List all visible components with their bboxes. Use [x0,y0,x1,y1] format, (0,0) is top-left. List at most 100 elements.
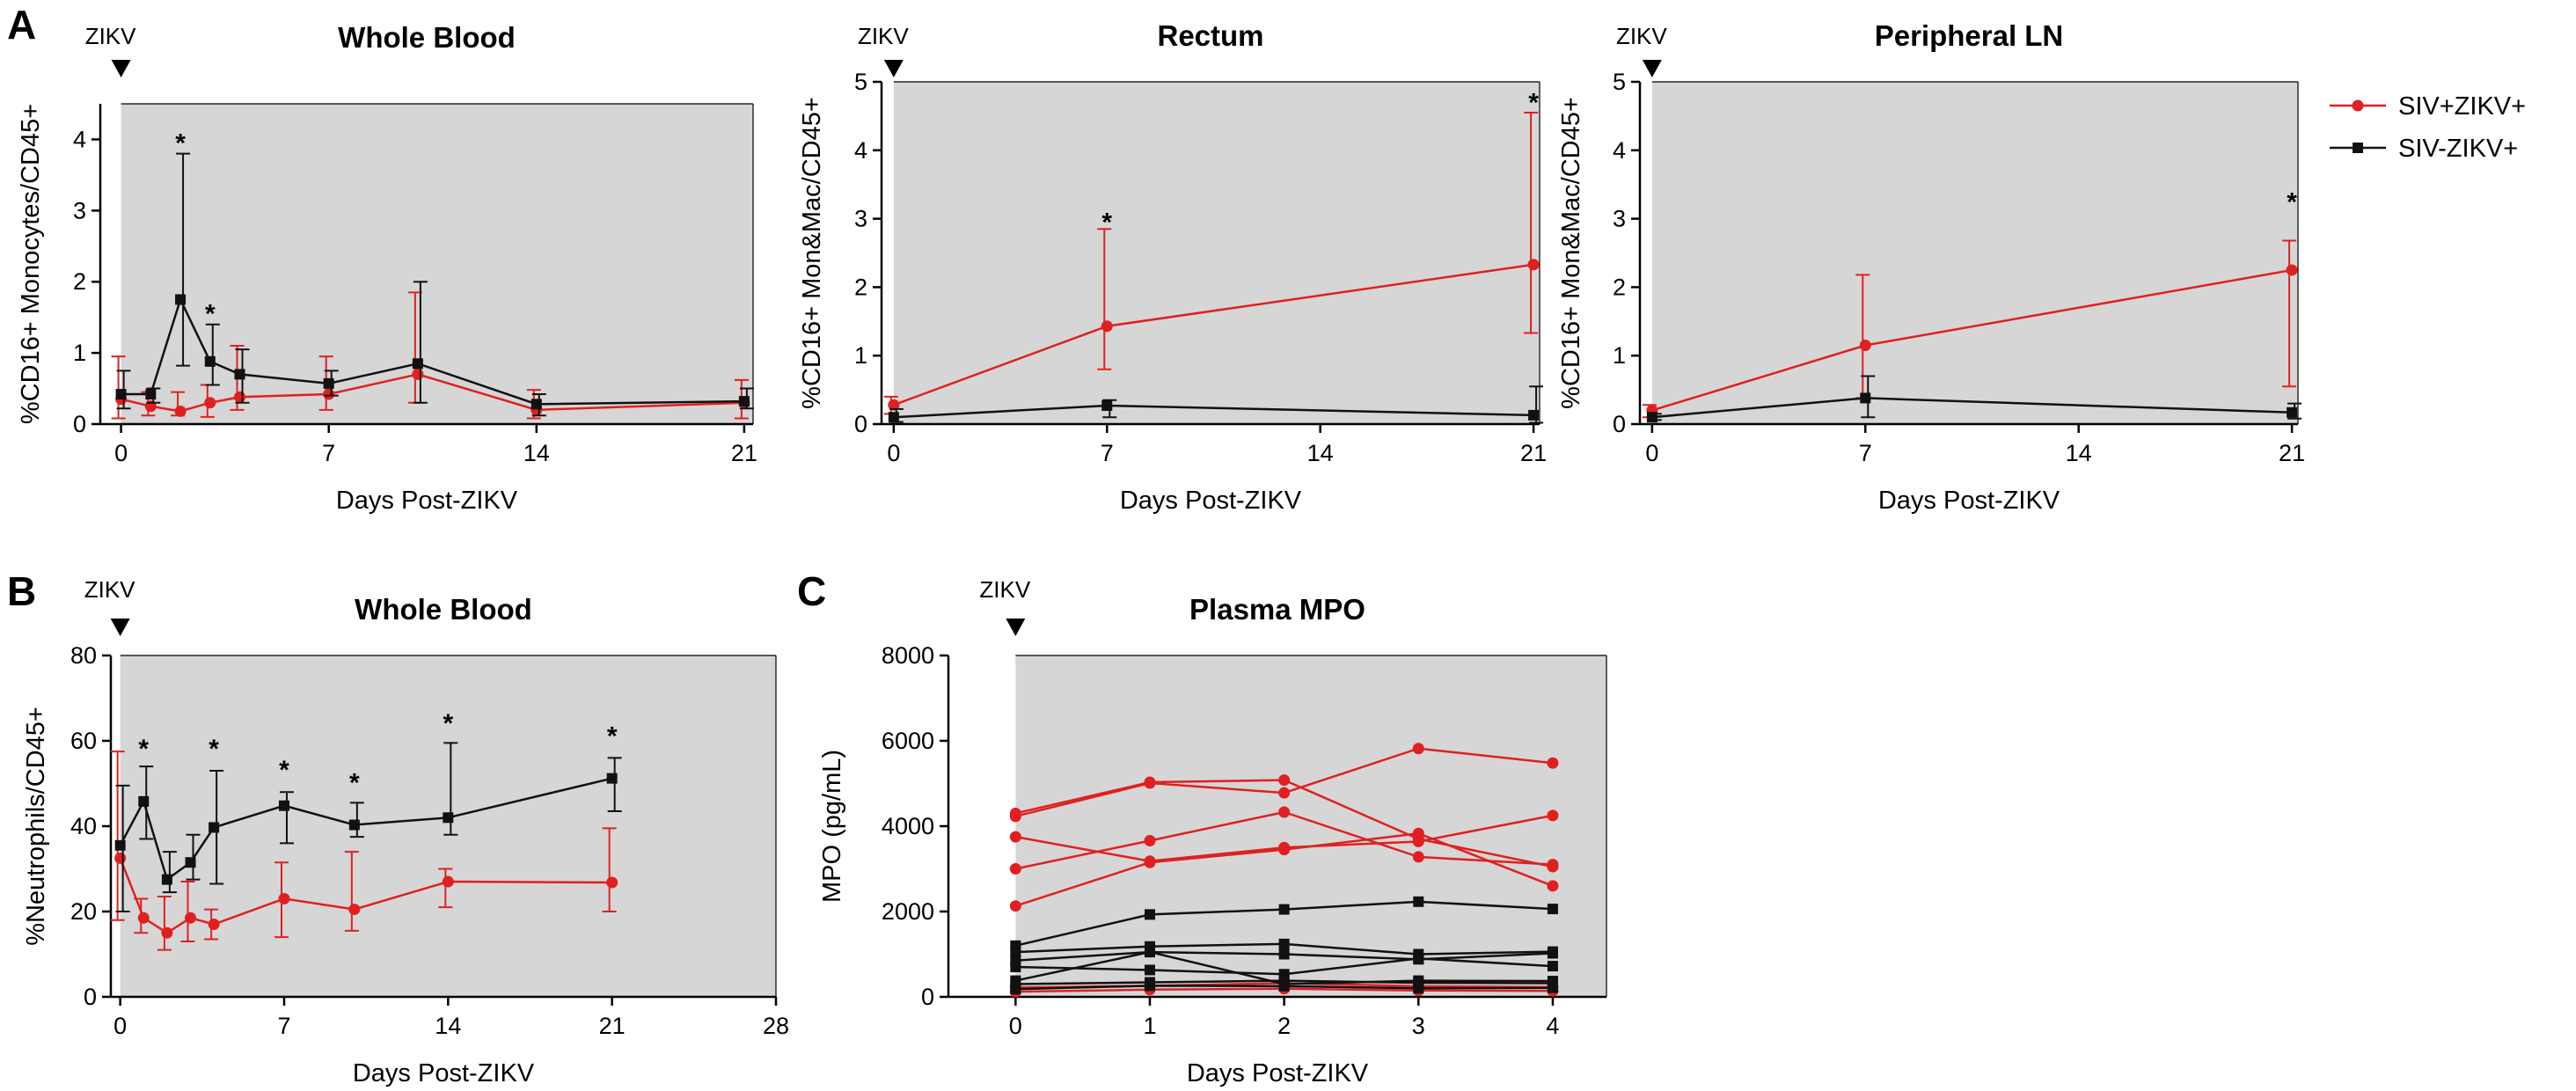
data-point [1010,984,1021,995]
y-tick-label: 60 [70,728,97,754]
x-tick-label: 21 [731,440,757,466]
y-tick-label: 80 [70,642,97,669]
significance-star: * [209,735,219,764]
x-axis-label: Days Post-ZIKV [1878,487,2060,515]
post-zikv-shading [1651,82,2298,424]
data-point [412,368,424,380]
data-point [278,800,289,811]
data-point [2287,406,2298,418]
panel-a-rectum: 0 1 2 3 4 5 0 7 14 21 Rectum Days Post-ZIKV %CD16+ M… [798,19,1547,515]
series-siv-zikv- [888,385,1544,424]
data-point [1278,980,1290,992]
data-point [137,912,150,924]
x-tick-label: 21 [2279,440,2305,466]
data-point [323,388,335,400]
data-point [888,412,899,423]
data-point [115,389,127,400]
data-point [323,377,334,389]
x-axis-label: Days Post-ZIKV [353,1059,535,1087]
x-axis-label: Days Post-ZIKV [1120,487,1302,515]
data-point [1278,806,1291,818]
data-point [204,397,216,409]
significance-star: * [205,300,216,329]
x-tick-label: 1 [1143,1013,1156,1039]
y-tick-label: 8000 [882,642,934,669]
data-point [888,399,900,411]
post-zikv-shading [893,82,1540,424]
series-siv-zikv- [1010,896,1558,951]
data-point [606,876,618,889]
data-point [1547,961,1558,972]
series-siv-zikv- [1009,827,1559,912]
data-point [738,396,750,407]
data-point [185,912,197,924]
y-tick-label: 4000 [882,813,934,839]
y-tick-label: 0 [84,984,97,1010]
zikv-arrow-icon [1642,60,1662,77]
y-tick-label: 3 [1613,206,1626,232]
data-point [1413,896,1424,907]
legend-marker [2352,99,2364,112]
y-tick-label: 0 [921,984,934,1010]
y-tick-label: 6000 [882,728,934,754]
y-axis-label: %CD16+ Mon&Mac/CD45+ [1557,97,1585,409]
series-siv-zikv- [1010,980,1558,995]
y-tick-label: 2000 [882,898,934,925]
x-tick-label: 14 [1307,440,1334,466]
data-point [412,358,423,370]
significance-star: * [349,769,360,798]
y-tick-label: 4 [1613,137,1626,164]
post-zikv-shading [121,104,754,424]
x-tick-label: 7 [1101,440,1114,466]
zikv-arrow-icon [883,60,904,77]
data-point [1278,787,1291,799]
significance-star: * [2287,187,2297,216]
data-point [348,819,360,831]
data-point [442,875,454,888]
data-point [1278,938,1290,949]
series-siv-zikv- [110,751,618,951]
data-point [1278,774,1291,787]
y-tick-label: 4 [854,137,867,164]
data-point [1547,809,1559,822]
series-siv-zikv- [1009,806,1559,875]
data-point [1144,980,1155,992]
x-tick-label: 21 [599,1013,626,1039]
series-siv-zikv- [114,742,622,912]
y-tick-label: 2 [73,268,86,295]
x-tick-label: 0 [113,1013,127,1039]
legend-marker [2353,143,2363,153]
panel-b-whole-blood: B 0 20 40 60 80 0 7 14 21 28 Whole Blood Days Post-Z… [7,568,789,1087]
y-tick-label: 1 [73,340,86,366]
data-point [1413,953,1424,964]
panel-letter: B [7,568,36,614]
data-point [1010,947,1021,958]
data-point [1859,340,1871,352]
chart-title: Whole Blood [338,21,516,54]
x-tick-label: 4 [1546,1013,1559,1039]
y-tick-label: 20 [70,898,97,925]
legend-label: SIV+ZIKV+ [2398,92,2526,121]
data-point [1646,412,1658,423]
data-point [278,892,290,904]
zikv-label: ZIKV [85,23,136,49]
y-tick-label: 2 [854,274,867,300]
data-point [1144,964,1155,976]
data-point [1101,320,1113,333]
zikv-arrow-icon [110,619,130,636]
series-siv-zikv- [115,152,754,417]
data-point [1144,947,1155,958]
y-tick-label: 0 [854,411,867,437]
data-point [1527,259,1540,271]
data-point [1412,743,1424,755]
x-tick-label: 7 [1859,440,1872,466]
legend: SIV+ZIKV+ SIV-ZIKV+ [2330,92,2526,163]
y-axis-label: MPO (pg/mL) [818,750,846,903]
data-point [1547,859,1559,871]
data-point [1860,392,1871,404]
data-point [1144,777,1156,789]
y-tick-label: 3 [73,197,86,223]
data-point [1009,831,1021,843]
data-point [1101,399,1113,411]
